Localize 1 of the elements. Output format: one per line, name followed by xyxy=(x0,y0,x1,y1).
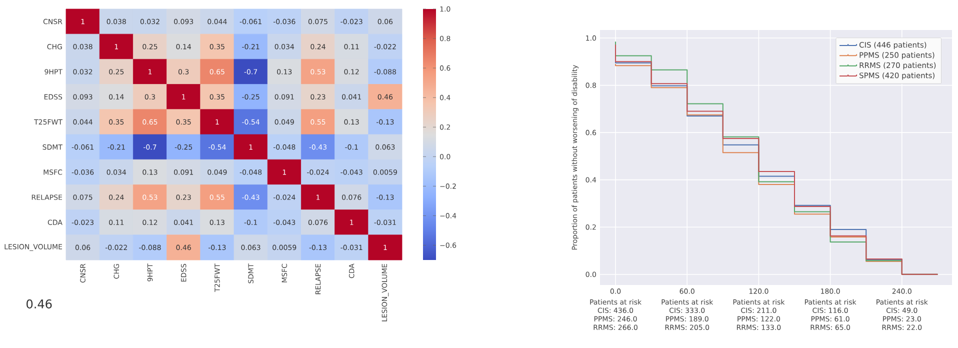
text: 0.46 xyxy=(26,299,52,308)
